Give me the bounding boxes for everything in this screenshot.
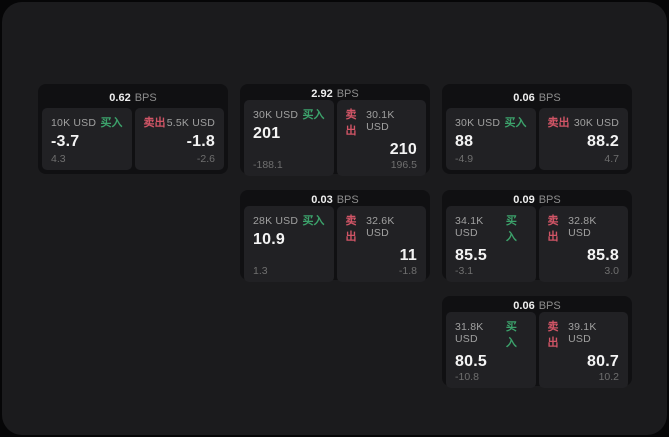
sell-sub-value: 4.7 <box>604 153 619 165</box>
buy-price: 80.5 <box>455 353 487 370</box>
quote-card: 2.92 BPS 30K USD 买入 201 -188.1 卖出 30.1K … <box>240 84 430 176</box>
card-header: 0.06 BPS <box>446 88 628 108</box>
quote-card: 0.03 BPS 28K USD 买入 10.9 1.3 卖出 32.6K US… <box>240 190 430 282</box>
sell-side-label: 卖出 <box>547 215 559 243</box>
buy-side-label: 买入 <box>302 109 325 121</box>
bps-unit-label: BPS <box>134 92 157 104</box>
bps-value: 0.03 <box>311 194 333 206</box>
buy-side-label: 买入 <box>504 117 527 129</box>
bps-value: 0.06 <box>513 92 535 104</box>
buy-sub-value: -188.1 <box>253 159 283 171</box>
buy-price: -3.7 <box>51 133 80 150</box>
buy-sub-value: -3.1 <box>455 265 474 277</box>
buy-side-label: 买入 <box>505 321 517 349</box>
buy-amount: 10K USD <box>51 117 97 129</box>
sell-amount: 32.8K USD <box>568 215 597 239</box>
buy-side-label: 买入 <box>302 215 325 227</box>
bps-unit-label: BPS <box>336 194 359 206</box>
sell-price: 85.8 <box>587 247 619 264</box>
sell-price: 88.2 <box>587 133 619 150</box>
sell-panel[interactable]: 卖出 30.1K USD 210 196.5 <box>336 100 426 176</box>
buy-price: 85.5 <box>455 247 487 264</box>
sell-price: 210 <box>389 141 417 158</box>
quote-card: 0.06 BPS 30K USD 买入 88 -4.9 卖出 30K USD <box>442 84 632 174</box>
sell-side-label: 卖出 <box>547 321 559 349</box>
quote-card: 0.06 BPS 31.8K USD 买入 80.5 -10.8 卖出 39.1… <box>442 296 632 388</box>
sell-panel[interactable]: 卖出 39.1K USD 80.7 10.2 <box>538 312 628 388</box>
card-header: 0.06 BPS <box>446 300 628 312</box>
sell-panel[interactable]: 卖出 32.8K USD 85.8 3.0 <box>538 206 628 282</box>
buy-amount: 30K USD <box>455 117 501 129</box>
buy-price: 88 <box>455 133 474 150</box>
bps-value: 0.09 <box>513 194 535 206</box>
card-header: 2.92 BPS <box>244 88 426 100</box>
buy-price: 10.9 <box>253 231 285 248</box>
bps-unit-label: BPS <box>538 194 561 206</box>
buy-amount: 28K USD <box>253 215 299 227</box>
buy-sub-value: 4.3 <box>51 153 66 165</box>
bps-value: 0.62 <box>109 92 131 104</box>
sell-panel[interactable]: 卖出 32.6K USD 11 -1.8 <box>336 206 426 282</box>
sell-amount: 30K USD <box>573 117 619 129</box>
quote-cards-grid: 0.62 BPS 10K USD 买入 -3.7 4.3 卖出 5.5K USD <box>38 84 632 388</box>
sell-side-label: 卖出 <box>345 215 357 243</box>
sell-side-label: 卖出 <box>143 117 166 129</box>
buy-amount: 31.8K USD <box>455 321 484 345</box>
buy-sub-value: -4.9 <box>455 153 474 165</box>
bps-unit-label: BPS <box>336 88 359 100</box>
sell-panel[interactable]: 卖出 30K USD 88.2 4.7 <box>538 108 628 170</box>
sell-price: 80.7 <box>587 353 619 370</box>
bps-unit-label: BPS <box>538 300 561 312</box>
buy-side-label: 买入 <box>505 215 517 243</box>
sell-amount: 5.5K USD <box>166 117 215 129</box>
bps-value: 2.92 <box>311 88 333 100</box>
sell-amount: 39.1K USD <box>568 321 597 345</box>
buy-panel[interactable]: 34.1K USD 买入 85.5 -3.1 <box>446 206 536 282</box>
sell-sub-value: -2.6 <box>196 153 215 165</box>
card-header: 0.09 BPS <box>446 194 628 206</box>
bps-unit-label: BPS <box>538 92 561 104</box>
sell-side-label: 卖出 <box>547 117 570 129</box>
sell-sub-value: 196.5 <box>390 159 417 171</box>
buy-panel[interactable]: 30K USD 买入 201 -188.1 <box>244 100 334 176</box>
card-header: 0.03 BPS <box>244 194 426 206</box>
sell-price: 11 <box>399 247 417 264</box>
buy-panel[interactable]: 31.8K USD 买入 80.5 -10.8 <box>446 312 536 388</box>
buy-amount: 30K USD <box>253 109 299 121</box>
sell-side-label: 卖出 <box>345 109 357 137</box>
buy-sub-value: -10.8 <box>455 371 479 383</box>
sell-panel[interactable]: 卖出 5.5K USD -1.8 -2.6 <box>134 108 224 170</box>
sell-amount: 30.1K USD <box>366 109 395 133</box>
quote-card: 0.09 BPS 34.1K USD 买入 85.5 -3.1 卖出 32.8K… <box>442 190 632 282</box>
sell-sub-value: 10.2 <box>598 371 619 383</box>
sell-sub-value: 3.0 <box>604 265 619 277</box>
buy-panel[interactable]: 10K USD 买入 -3.7 4.3 <box>42 108 132 170</box>
buy-panel[interactable]: 28K USD 买入 10.9 1.3 <box>244 206 334 282</box>
quote-card: 0.62 BPS 10K USD 买入 -3.7 4.3 卖出 5.5K USD <box>38 84 228 174</box>
buy-price: 201 <box>253 125 281 142</box>
sell-amount: 32.6K USD <box>366 215 395 239</box>
card-header: 0.62 BPS <box>42 88 224 108</box>
bps-value: 0.06 <box>513 300 535 312</box>
sell-sub-value: -1.8 <box>398 265 417 277</box>
sell-price: -1.8 <box>186 133 215 150</box>
buy-side-label: 买入 <box>100 117 123 129</box>
buy-amount: 34.1K USD <box>455 215 484 239</box>
buy-sub-value: 1.3 <box>253 265 268 277</box>
buy-panel[interactable]: 30K USD 买入 88 -4.9 <box>446 108 536 170</box>
